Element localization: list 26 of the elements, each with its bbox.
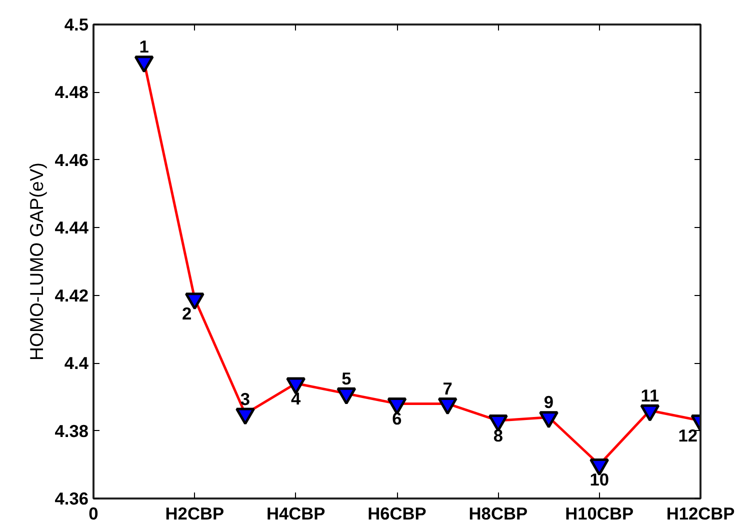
annotation: 3 [240, 388, 250, 409]
y-tick-label: 4.38 [54, 420, 89, 441]
x-tick-label: 0 [88, 504, 98, 524]
x-tick-label: H8CBP [468, 504, 528, 524]
y-tick-label: 4.42 [54, 285, 89, 306]
y-tick-label: 4.5 [64, 14, 89, 34]
y-tick-label: 4.36 [54, 488, 89, 508]
y-tick-label: 4.4 [64, 353, 89, 374]
x-tick-label: H6CBP [368, 504, 426, 524]
annotation: 1 [139, 36, 150, 57]
x-tick-label: H4CBP [266, 504, 326, 524]
y-tick-label: 4.46 [54, 150, 89, 170]
x-tick-label: H12CBP [666, 504, 735, 524]
y-tick-label: 4.44 [54, 218, 89, 238]
annotation: 12 [678, 426, 698, 446]
annotation: 11 [640, 385, 660, 406]
y-axis-title: HOMO-LUMO GAP(eV) [26, 162, 47, 360]
annotation: 5 [342, 368, 352, 389]
x-tick-label: H2CBP [165, 504, 224, 524]
annotation: 7 [442, 378, 452, 399]
annotation: 9 [544, 392, 554, 412]
annotation: 10 [590, 470, 609, 490]
x-tick-label: H10CBP [565, 504, 634, 524]
annotation: 4 [291, 388, 302, 408]
annotation: 2 [182, 304, 192, 324]
y-tick-label: 4.48 [54, 82, 89, 102]
